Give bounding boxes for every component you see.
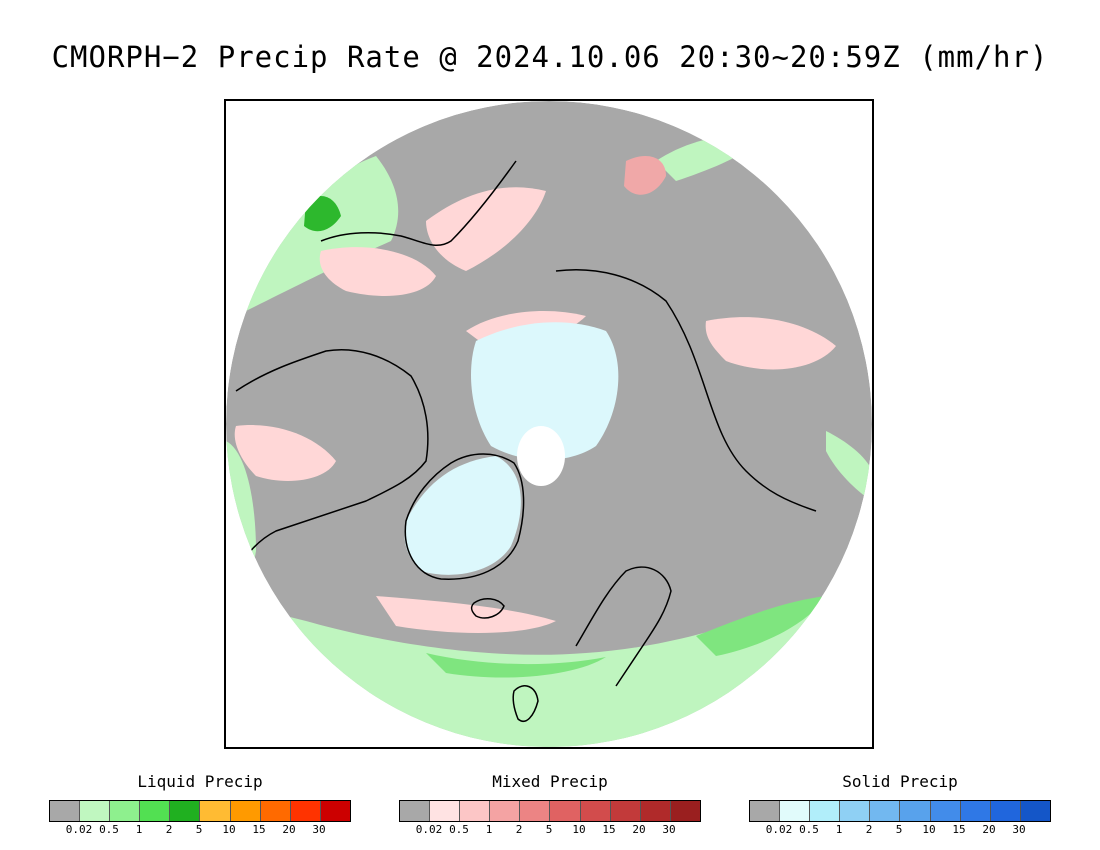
- legend-swatch: [840, 801, 871, 821]
- coastline-siberia: [555, 269, 817, 512]
- legend-swatch: [640, 801, 671, 821]
- legend-tick-label: 30: [662, 823, 676, 836]
- legend-swatch: [460, 801, 491, 821]
- legend-swatch: [110, 801, 141, 821]
- legend-swatch: [50, 801, 81, 821]
- mixed-precip-area-kamchatka: [624, 156, 666, 195]
- legend-swatch: [550, 801, 581, 821]
- legend-tick-label: 1: [135, 823, 143, 836]
- legend-tick-label: 2: [865, 823, 873, 836]
- legend-swatch: [580, 801, 611, 821]
- legend-tick-label: 5: [895, 823, 903, 836]
- legend-tick-label: 5: [545, 823, 553, 836]
- liquid-precip-area-pacific-core: [304, 196, 341, 232]
- legend-swatch: [170, 801, 201, 821]
- map-frame: [224, 99, 874, 749]
- mixed-precip-area-alaska: [319, 247, 436, 296]
- legend-swatch: [960, 801, 991, 821]
- color-bar-liquid: [49, 800, 351, 822]
- legend-swatch: [490, 801, 521, 821]
- legend-tick-label: 30: [1012, 823, 1026, 836]
- legend-swatch: [260, 801, 291, 821]
- legend-tick-label: 0.02: [765, 823, 793, 836]
- legend-swatch: [520, 801, 551, 821]
- mixed-precip-area-nordic-sea: [376, 596, 556, 633]
- legend-tick-label: 2: [165, 823, 173, 836]
- legend-swatch: [670, 801, 700, 821]
- legend-swatch: [990, 801, 1021, 821]
- legend-tick-label: 0.5: [99, 823, 119, 836]
- legend-swatch: [290, 801, 321, 821]
- coastline-canada: [235, 349, 429, 572]
- liquid-precip-area-scandinavia: [696, 596, 826, 656]
- legend-tick-label: 20: [982, 823, 996, 836]
- liquid-precip-area-siberia-east: [826, 431, 872, 501]
- legend-tick-label: 0.5: [449, 823, 469, 836]
- coastline-scandinavia: [575, 566, 672, 687]
- legend-swatch: [430, 801, 461, 821]
- legend-tick-label: 15: [252, 823, 266, 836]
- legend-swatch: [80, 801, 111, 821]
- legend-liquid: Liquid Precip 0.02 0.5 1 2 5 10 15 20 30: [49, 772, 351, 837]
- coastline-britain: [512, 685, 539, 722]
- legend-tick-label: 10: [222, 823, 236, 836]
- coastline-iceland: [470, 598, 505, 619]
- legend-tick-label: 0.02: [415, 823, 443, 836]
- legend-tick-label: 1: [485, 823, 493, 836]
- legend-swatch: [140, 801, 171, 821]
- legend-swatch: [320, 801, 350, 821]
- legend-title-mixed: Mixed Precip: [492, 772, 608, 791]
- legend-swatch: [610, 801, 641, 821]
- coastline-alaska: [320, 160, 517, 246]
- tick-labels-mixed: 0.02 0.5 1 2 5 10 15 20 30: [399, 823, 701, 837]
- legend-swatch: [400, 801, 431, 821]
- solid-precip-area-greenland: [404, 456, 521, 575]
- legend-tick-label: 20: [282, 823, 296, 836]
- legend-title-solid: Solid Precip: [842, 772, 958, 791]
- tick-labels-solid: 0.02 0.5 1 2 5 10 15 20 30: [749, 823, 1051, 837]
- legend-swatch: [780, 801, 811, 821]
- legend-solid: Solid Precip 0.02 0.5 1 2 5 10 15 20 30: [749, 772, 1051, 837]
- tick-labels-liquid: 0.02 0.5 1 2 5 10 15 20 30: [49, 823, 351, 837]
- polar-precip-map: [226, 101, 872, 747]
- legend-swatch: [870, 801, 901, 821]
- legend-swatch: [200, 801, 231, 821]
- solid-precip-area-central-arctic: [471, 322, 619, 460]
- map-title: CMORPH−2 Precip Rate @ 2024.10.06 20:30~…: [51, 40, 1049, 74]
- legend-swatch: [810, 801, 841, 821]
- legend-tick-label: 10: [922, 823, 936, 836]
- legend-swatch: [230, 801, 261, 821]
- legend-swatch: [750, 801, 781, 821]
- legend-mixed: Mixed Precip 0.02 0.5 1 2 5 10 15 20 30: [399, 772, 701, 837]
- legend-tick-label: 2: [515, 823, 523, 836]
- legend-tick-label: 15: [952, 823, 966, 836]
- legend-tick-label: 1: [835, 823, 843, 836]
- legend-swatch: [930, 801, 961, 821]
- mixed-precip-area-siberia: [705, 317, 836, 370]
- legend-title-liquid: Liquid Precip: [137, 772, 263, 791]
- mixed-precip-area-hudson: [234, 425, 336, 481]
- liquid-precip-area-atlantic-core: [426, 653, 606, 678]
- legend-tick-label: 20: [632, 823, 646, 836]
- color-bar-mixed: [399, 800, 701, 822]
- liquid-precip-area-pacific: [246, 156, 399, 311]
- legend-tick-label: 0.02: [65, 823, 93, 836]
- legend-tick-label: 0.5: [799, 823, 819, 836]
- legend-tick-label: 15: [602, 823, 616, 836]
- legend-tick-label: 5: [195, 823, 203, 836]
- polar-data-gap: [517, 426, 565, 486]
- color-bar-solid: [749, 800, 1051, 822]
- legend-tick-label: 10: [572, 823, 586, 836]
- legend-swatch: [1020, 801, 1050, 821]
- legend-tick-label: 30: [312, 823, 326, 836]
- mixed-precip-area-chukchi: [426, 187, 546, 271]
- legend-swatch: [900, 801, 931, 821]
- coastline-greenland: [404, 453, 525, 580]
